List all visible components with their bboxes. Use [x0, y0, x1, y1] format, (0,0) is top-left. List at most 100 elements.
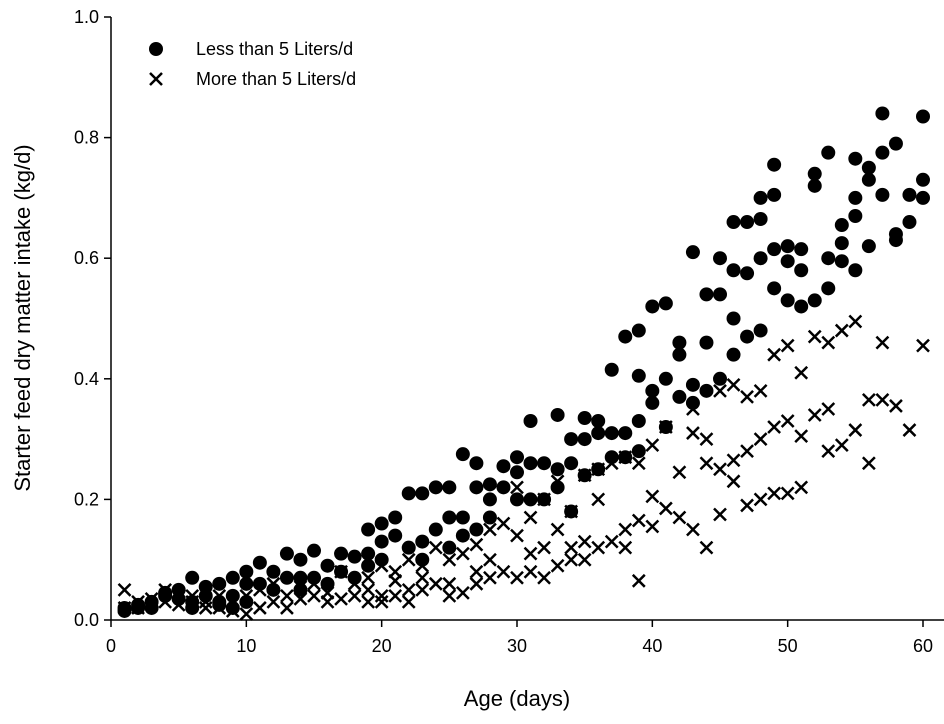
circle-point [631, 368, 646, 383]
circle-point [916, 190, 930, 205]
cross-point [483, 570, 497, 585]
circle-point [307, 543, 321, 558]
circle-point [225, 570, 240, 585]
cross-point [753, 492, 768, 507]
cross-stroke [266, 576, 281, 591]
cross-point [672, 465, 687, 480]
cross-stroke [767, 486, 782, 501]
circle-point [604, 426, 619, 441]
cross-stroke [794, 480, 809, 495]
cross-stroke [550, 522, 565, 537]
cross-point [686, 522, 700, 537]
cross-point [293, 592, 308, 606]
cross-stroke [117, 601, 132, 615]
circle-point [564, 456, 579, 471]
circle-point [902, 187, 917, 202]
cross-stroke [374, 558, 389, 573]
cross-point [658, 501, 673, 516]
circle-point [848, 151, 863, 166]
cross-point [428, 540, 443, 555]
circle-point [149, 42, 163, 56]
cross-stroke [726, 453, 741, 468]
circle-point [428, 522, 443, 537]
cross-stroke [577, 552, 592, 567]
cross-point [455, 546, 470, 561]
cross-stroke [537, 492, 551, 507]
circle-point [279, 546, 294, 561]
circle-point [631, 323, 646, 338]
cross-stroke [686, 402, 700, 416]
cross-point [631, 573, 646, 588]
circle-point [510, 465, 524, 480]
cross-stroke [564, 552, 579, 567]
cross-stroke [428, 540, 443, 555]
cross-stroke [469, 576, 484, 591]
cross-point [320, 595, 335, 609]
cross-stroke [577, 534, 592, 549]
cross-stroke [794, 429, 809, 443]
cross-point [510, 570, 524, 585]
circle-point [645, 395, 660, 410]
x-tick-label: 20 [372, 636, 392, 656]
cross-stroke [483, 570, 497, 585]
cross-point [334, 592, 348, 606]
cross-point [374, 558, 389, 573]
cross-stroke [198, 595, 213, 609]
y-tick-label: 0.8 [74, 128, 99, 148]
cross-stroke [239, 588, 254, 603]
cross-point [848, 314, 863, 329]
circle-point [279, 570, 294, 585]
x-tick-label: 30 [507, 636, 527, 656]
circle-point [672, 335, 687, 350]
circle-point [496, 459, 511, 474]
circle-point [699, 383, 714, 398]
circle-point [523, 456, 538, 471]
cross-point [307, 588, 321, 603]
cross-point [442, 588, 457, 603]
circle-point [618, 329, 633, 344]
circle-point [469, 480, 484, 495]
cross-stroke [144, 592, 159, 606]
circle-point [415, 534, 430, 549]
circle-point [537, 456, 552, 471]
cross-stroke [834, 323, 849, 338]
cross-point [875, 335, 890, 350]
cross-stroke [618, 522, 633, 537]
cross-stroke [645, 438, 660, 453]
cross-point [861, 393, 876, 407]
cross-point [604, 534, 619, 549]
cross-point [740, 390, 754, 404]
cross-stroke [861, 456, 876, 471]
cross-stroke [686, 426, 700, 440]
cross-stroke [713, 383, 727, 398]
cross-point [848, 423, 863, 437]
cross-point [713, 462, 727, 477]
circle-point [834, 218, 849, 233]
circle-point [794, 299, 809, 314]
circle-point [442, 540, 457, 555]
cross-point [537, 540, 551, 555]
circle-point [388, 510, 403, 525]
circle-point [577, 410, 592, 425]
cross-point [821, 444, 836, 459]
circle-point [916, 172, 930, 187]
cross-stroke [523, 546, 538, 561]
circle-point [888, 136, 903, 151]
cross-stroke [767, 420, 782, 434]
y-tick-label: 0.2 [74, 489, 99, 509]
cross-point [496, 516, 511, 531]
cross-point [577, 468, 592, 483]
cross-stroke [821, 402, 836, 416]
cross-point [334, 564, 348, 579]
cross-point [401, 582, 416, 597]
circle-point [645, 299, 660, 314]
circle-point [415, 486, 430, 501]
cross-stroke [496, 516, 511, 531]
circle-point [388, 528, 403, 543]
cross-point [158, 582, 173, 597]
cross-stroke [171, 598, 186, 612]
circle-point [361, 522, 376, 537]
cross-stroke [767, 347, 782, 362]
circle-point [807, 178, 822, 193]
circle-point [902, 215, 917, 230]
